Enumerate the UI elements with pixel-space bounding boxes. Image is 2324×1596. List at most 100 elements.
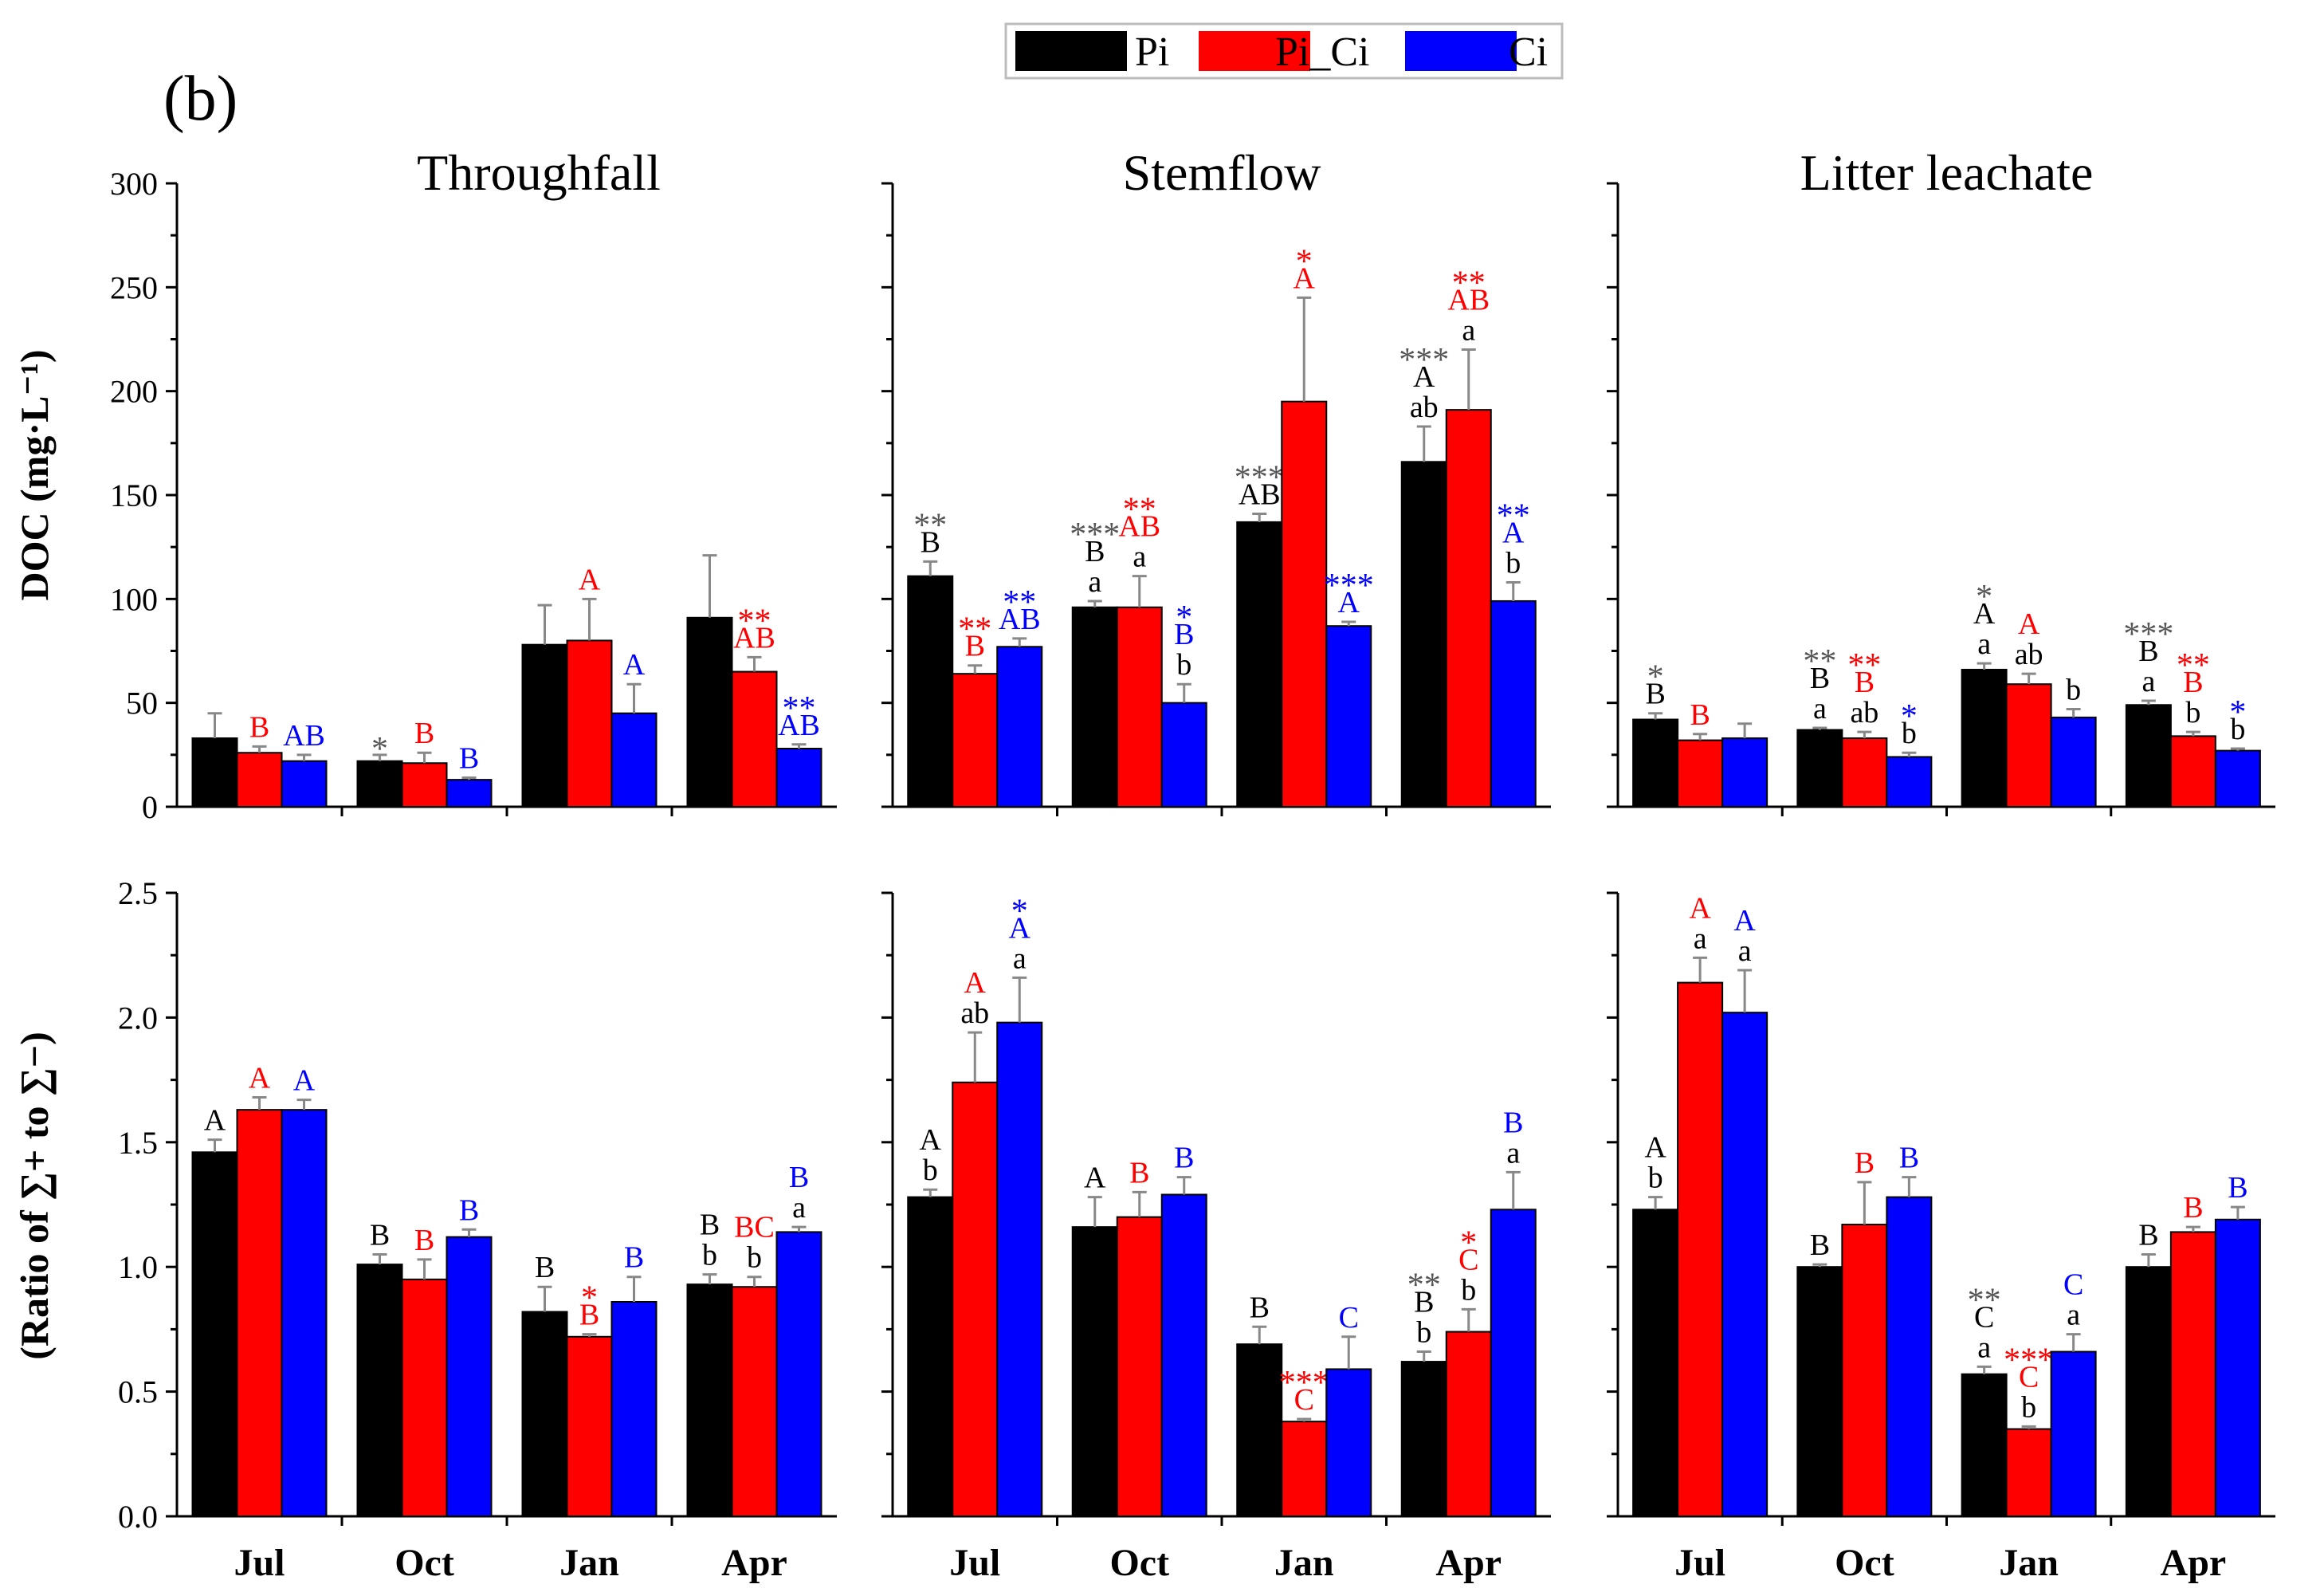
bar-ci-apr (775, 748, 822, 808)
bar-pi-jan (521, 643, 568, 808)
panel-label: (b) (163, 64, 238, 134)
bar-pi-apr (686, 616, 733, 808)
annotation-label: A (964, 966, 987, 1000)
bar-ci-jul (281, 760, 328, 808)
panel-title: Throughfall (417, 144, 661, 201)
annotation-label: A (1009, 911, 1031, 945)
annotation-label: C (1458, 1243, 1478, 1276)
annotation-label: C (1339, 1301, 1359, 1335)
bar-ci-jul (281, 1109, 328, 1517)
annotation-label: C (2019, 1360, 2039, 1394)
annotation-label: A (1733, 904, 1756, 938)
y-tick-label: 150 (110, 478, 158, 513)
panel-title: Litter leachate (1800, 144, 2094, 201)
x-tick-label-jul: Jul (234, 1542, 285, 1584)
annotation-label: B (1810, 662, 1830, 695)
bar-ci-jul (996, 646, 1043, 808)
y-tick-label: 0 (142, 789, 158, 825)
annotation-label: a (1013, 941, 1027, 975)
bar-ci-jan (610, 712, 658, 808)
annotation-label: A (1973, 597, 1996, 631)
annotation-label: C (1974, 1300, 1994, 1334)
y-tick-label: 2.0 (118, 1000, 158, 1036)
bar-pi-oct (1796, 729, 1843, 808)
annotation-label: b (2066, 673, 2081, 706)
annotation-label: ** (783, 690, 816, 727)
annotation-label: * (1460, 1225, 1477, 1261)
annotation-label: ab (1850, 696, 1878, 729)
annotation-label: A (1338, 586, 1360, 619)
annotation-label: C (2063, 1268, 2083, 1302)
annotation-label: B (1503, 1106, 1523, 1139)
legend-label-pi: Pi (1135, 29, 1169, 75)
annotation-label: a (2067, 1299, 2080, 1332)
annotation-label: B (921, 525, 940, 559)
bar-ci-jan (1325, 625, 1372, 808)
annotation-label: a (1694, 922, 1707, 955)
annotation-label: * (371, 731, 388, 768)
bar-pi_ci-apr (731, 670, 778, 808)
y-tick-label: 0.5 (118, 1374, 158, 1410)
annotation-label: *** (1235, 459, 1285, 496)
bar-pi-jul (907, 1196, 954, 1517)
annotation-label: b (1176, 648, 1191, 682)
annotation-label: AB (733, 621, 775, 655)
annotation-label: a (1977, 1331, 1991, 1364)
bar-pi-oct (1796, 1266, 1843, 1517)
bar-pi-oct (356, 1264, 403, 1518)
x-tick-label-jan: Jan (1274, 1542, 1334, 1584)
y-tick-label: 1.5 (118, 1125, 158, 1161)
bar-pi-jan (521, 1311, 568, 1518)
annotation-label: *** (1279, 1365, 1329, 1401)
annotation-label: b (747, 1241, 762, 1275)
annotation-label: *** (1399, 342, 1449, 379)
annotation-label: B (370, 1219, 390, 1252)
legend-swatch-pi_ci (1199, 31, 1310, 71)
annotation-label: B (1174, 1142, 1194, 1175)
x-tick-label-apr: Apr (721, 1542, 787, 1584)
bar-ci-jul (996, 1021, 1043, 1517)
annotation-label: C (1294, 1383, 1314, 1417)
annotation-label: B (1250, 1291, 1270, 1324)
annotation-label: * (1296, 243, 1313, 280)
annotation-label: B (249, 710, 269, 744)
annotation-label: B (2138, 635, 2158, 668)
annotation-label: B (1690, 698, 1710, 732)
bar-pi-apr (2125, 1266, 2172, 1517)
annotation-label: B (414, 1224, 434, 1257)
annotation-label: a (1813, 692, 1827, 725)
bar-pi_ci-jul (1677, 981, 1724, 1518)
annotation-label: * (2229, 694, 2246, 731)
annotation-label: B (2228, 1171, 2247, 1205)
x-tick-label-jan: Jan (559, 1542, 619, 1584)
y-tick-label: 0.0 (118, 1499, 158, 1535)
bar-pi-jul (1632, 1209, 1679, 1517)
annotation-label: A (204, 1104, 226, 1138)
y-tick-label: 2.5 (118, 875, 158, 911)
annotation-label: ab (2015, 638, 2043, 671)
bar-pi_ci-apr (2169, 735, 2216, 808)
y-tick-label: 100 (110, 581, 158, 617)
annotation-label: B (459, 742, 479, 776)
annotation-label: *** (1324, 568, 1374, 604)
annotation-label: b (1461, 1273, 1476, 1307)
annotation-label: B (1810, 1228, 1830, 1262)
annotation-label: ** (738, 603, 771, 639)
bar-pi-apr (1400, 1361, 1447, 1517)
bar-ci-apr (775, 1231, 822, 1517)
annotation-label: b (2021, 1390, 2036, 1424)
bar-pi_ci-oct (401, 1278, 448, 1517)
bar-pi_ci-jan (2005, 683, 2052, 808)
bar-pi-jul (907, 575, 954, 808)
bar-pi-oct (1071, 606, 1118, 808)
annotation-label: ** (2177, 647, 2210, 684)
bar-ci-apr (2214, 1218, 2261, 1517)
bar-pi_ci-jul (952, 673, 999, 808)
annotation-label: * (581, 1280, 598, 1317)
bar-ci-oct (446, 1236, 493, 1517)
annotation-label: ** (1803, 643, 1836, 680)
bar-pi_ci-jul (236, 752, 283, 808)
annotation-label: AB (778, 709, 820, 742)
annotation-label: ** (1407, 1268, 1441, 1304)
